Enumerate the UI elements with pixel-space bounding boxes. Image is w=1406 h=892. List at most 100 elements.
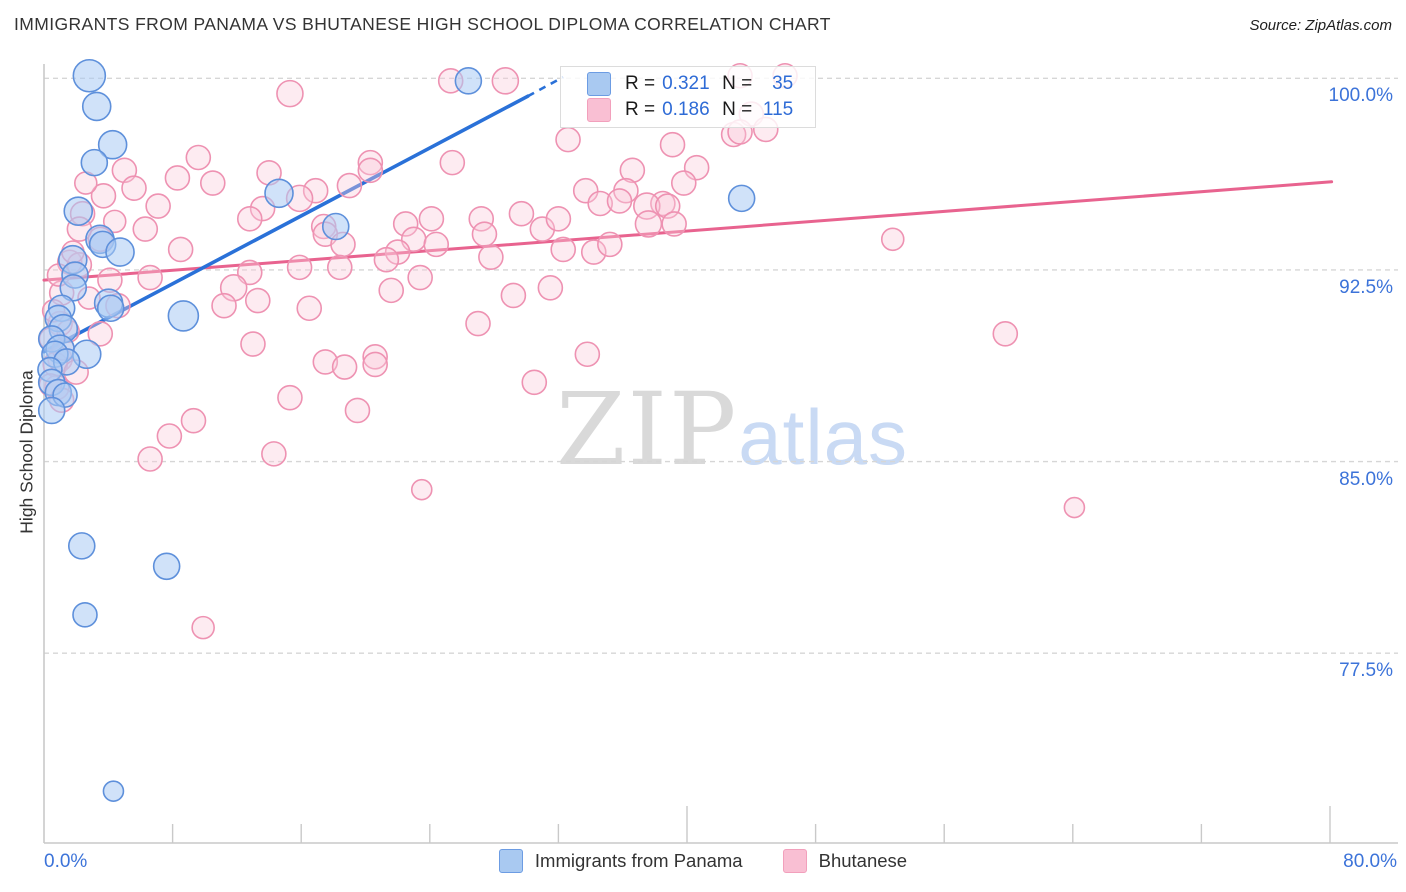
scatter-point-pink: [572, 177, 599, 204]
scatter-point-pink: [410, 478, 433, 501]
scatter-point-pink: [634, 210, 663, 238]
scatter-point-pink: [312, 349, 339, 375]
scatter-point-pink: [277, 384, 303, 411]
scatter-point-pink: [121, 175, 147, 201]
trendline-panama: [42, 94, 530, 354]
scatter-point-blue: [67, 532, 96, 560]
bhutanese-swatch-icon: [782, 849, 807, 873]
scatter-point-pink: [244, 287, 271, 314]
x-axis-min-label: 0.0%: [44, 851, 88, 872]
watermark-atlas: atlas: [738, 393, 909, 481]
scatter-point-pink: [357, 149, 384, 176]
scatter-point-pink: [87, 320, 114, 347]
panama-swatch-icon: [587, 72, 611, 97]
scatter-point-pink: [392, 211, 419, 237]
scatter-point-pink: [302, 177, 329, 204]
scatter-point-pink: [137, 446, 163, 472]
scatter-point-blue: [96, 294, 125, 323]
scatter-point-pink: [545, 206, 572, 232]
y-tick-label: 77.5%: [1339, 660, 1393, 682]
scatter-point-blue: [97, 129, 128, 160]
scatter-point-pink: [261, 441, 287, 467]
x-axis-max-label: 80.0%: [1343, 851, 1397, 872]
y-tick-label: 100.0%: [1328, 85, 1393, 107]
bhutanese-swatch-icon: [587, 97, 611, 122]
scatter-point-blue: [152, 552, 181, 581]
y-axis-title: High School Diploma: [16, 370, 37, 534]
y-tick-label: 85.0%: [1339, 468, 1393, 490]
scatter-point-pink: [423, 231, 450, 258]
scatter-point-pink: [529, 216, 556, 242]
scatter-point-pink: [418, 206, 445, 232]
scatter-point-pink: [661, 211, 687, 237]
scatter-point-blue: [72, 602, 98, 628]
scatter-point-pink: [407, 264, 433, 291]
scatter-point-pink: [606, 188, 633, 214]
scatter-point-blue: [727, 184, 756, 213]
scatter-point-pink: [132, 216, 159, 242]
n-label: N =: [722, 73, 753, 95]
scatter-point-pink: [167, 236, 194, 263]
scatter-point-pink: [236, 206, 263, 232]
scatter-point-pink: [344, 397, 371, 424]
legend-label-panama: Immigrants from Panama: [534, 850, 743, 871]
scatter-point-pink: [191, 615, 215, 640]
scatter-point-pink: [137, 264, 163, 291]
r-label: R =: [625, 73, 656, 95]
scatter-point-pink: [670, 170, 697, 196]
page-title: IMMIGRANTS FROM PANAMA VS BHUTANESE HIGH…: [14, 14, 831, 34]
scatter-point-pink: [211, 292, 237, 319]
scatter-point-pink: [659, 131, 686, 158]
scatter-point-pink: [362, 351, 388, 378]
scatter-point-pink: [240, 331, 266, 357]
scatter-point-pink: [587, 190, 613, 217]
n-label: N =: [722, 98, 753, 120]
scatter-point-pink: [555, 126, 581, 153]
scatter-point-pink: [537, 275, 564, 301]
scatter-point-pink: [336, 172, 363, 199]
scatter-point-pink: [468, 206, 495, 232]
scatter-point-blue: [321, 212, 350, 241]
y-tick-label: 92.5%: [1339, 276, 1393, 298]
scatter-point-pink: [185, 144, 212, 171]
scatter-point-pink: [471, 221, 498, 247]
n-value: 35: [772, 73, 794, 95]
scatter-point-blue: [81, 91, 112, 122]
scatter-point-pink: [465, 310, 491, 337]
scatter-point-pink: [180, 407, 207, 434]
series-legend: Immigrants from Panama Bhutanese: [0, 849, 1406, 873]
scatter-point-pink: [102, 209, 127, 234]
scatter-point-pink: [296, 295, 323, 322]
scatter-point-blue: [102, 780, 125, 802]
scatter-point-pink: [580, 239, 607, 265]
scatter-point-pink: [574, 341, 601, 368]
watermark-zip: ZIP: [556, 371, 739, 488]
scatter-point-pink: [619, 157, 646, 184]
source-attribution: Source: ZipAtlas.com: [1249, 17, 1392, 34]
scatter-point-pink: [478, 244, 504, 270]
scatter-point-blue: [63, 196, 94, 226]
scatter-point-pink: [500, 282, 527, 309]
scatter-point-pink: [508, 200, 535, 227]
scatter-point-pink: [439, 149, 466, 176]
scatter-point-pink: [373, 246, 400, 273]
scatter-point-pink: [1063, 496, 1086, 519]
panama-swatch-icon: [498, 849, 523, 873]
legend-item-panama: Immigrants from Panama: [498, 849, 743, 873]
scatter-point-pink: [357, 157, 384, 184]
legend-item-bhutanese: Bhutanese: [782, 849, 907, 873]
legend-row-bhutanese: R = 0.186 N = 115: [587, 97, 815, 122]
zipatlas-watermark: ZIPatlas: [556, 380, 908, 480]
scatter-point-pink: [331, 354, 358, 380]
correlation-legend: R = 0.321 N = 35 R = 0.186 N = 115: [560, 66, 816, 128]
scatter-point-pink: [550, 236, 577, 263]
scatter-point-pink: [145, 193, 171, 219]
scatter-point-pink: [597, 231, 623, 258]
scatter-point-blue: [167, 300, 200, 332]
scatter-point-blue: [37, 396, 66, 425]
trendline-panama-extension: [527, 75, 564, 98]
n-value: 115: [762, 98, 794, 120]
scatter-point-pink: [521, 369, 548, 396]
